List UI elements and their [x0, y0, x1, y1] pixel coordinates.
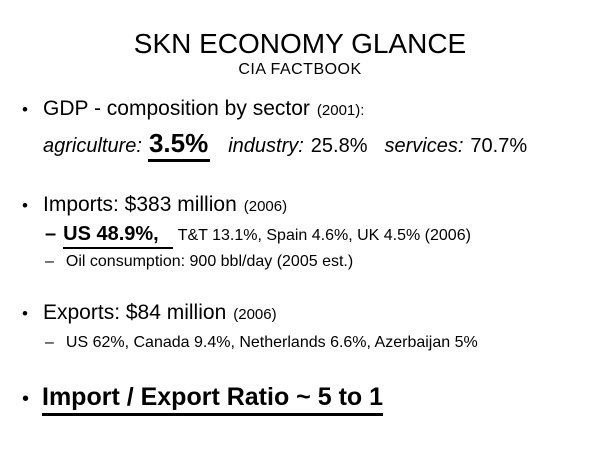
oil-consumption-line: Oil consumption: 900 bbl/day (2005 est.)	[65, 253, 354, 270]
exports-bullet-row: • Exports: $84 million (2006)	[22, 300, 277, 327]
gdp-sector-values-row: agriculture: 3.5% industry: 25.8% services: 7…	[43, 128, 527, 162]
slide-title: SKN ECONOMY GLANCE	[133, 28, 467, 59]
imports-partners-row: – US 48.9%, T&T 13.1%, Spain 4.6%, UK 4.5%…	[45, 222, 471, 249]
dash-icon: –	[45, 253, 54, 270]
gdp-bullet-row: • GDP - composition by sector (2001):	[22, 96, 364, 123]
agriculture-value: 3.5%	[147, 128, 211, 162]
slide-subtitle: CIA FACTBOOK	[238, 61, 362, 78]
industry-label: industry:	[228, 135, 304, 157]
agriculture-label: agriculture:	[43, 135, 142, 157]
imports-other-partners: T&T 13.1%, Spain 4.6%, UK 4.5% (2006)	[177, 227, 471, 244]
imports-bullet-row: • Imports: $383 million (2006)	[22, 192, 287, 219]
exports-partners: US 62%, Canada 9.4%, Netherlands 6.6%, A…	[65, 334, 478, 351]
dash-icon: –	[45, 334, 54, 351]
bullet-icon: •	[22, 100, 28, 119]
imports-year-note: (2006)	[243, 198, 288, 215]
imports-top-partner: US 48.9%,	[63, 222, 173, 249]
bullet-icon: •	[22, 196, 28, 215]
gdp-year-note: (2001):	[316, 102, 365, 119]
oil-consumption-row: – Oil consumption: 900 bbl/day (2005 est.…	[45, 252, 353, 272]
services-label: services:	[384, 135, 464, 157]
ratio-bullet-row: • Import / Export Ratio ~ 5 to 1	[22, 383, 384, 416]
services-value: 70.7%	[470, 135, 528, 157]
dash-icon: –	[45, 223, 57, 245]
gdp-heading: GDP - composition by sector	[43, 97, 310, 120]
industry-value: 25.8%	[310, 135, 368, 157]
import-export-ratio: Import / Export Ratio ~ 5 to 1	[42, 383, 384, 416]
exports-heading: Exports: $84 million	[43, 301, 227, 324]
bullet-icon: •	[22, 304, 28, 323]
imports-heading: Imports: $383 million	[43, 193, 237, 216]
exports-year-note: (2006)	[233, 306, 277, 323]
bullet-icon: •	[22, 388, 30, 410]
exports-partners-row: – US 62%, Canada 9.4%, Netherlands 6.6%, …	[45, 333, 478, 353]
